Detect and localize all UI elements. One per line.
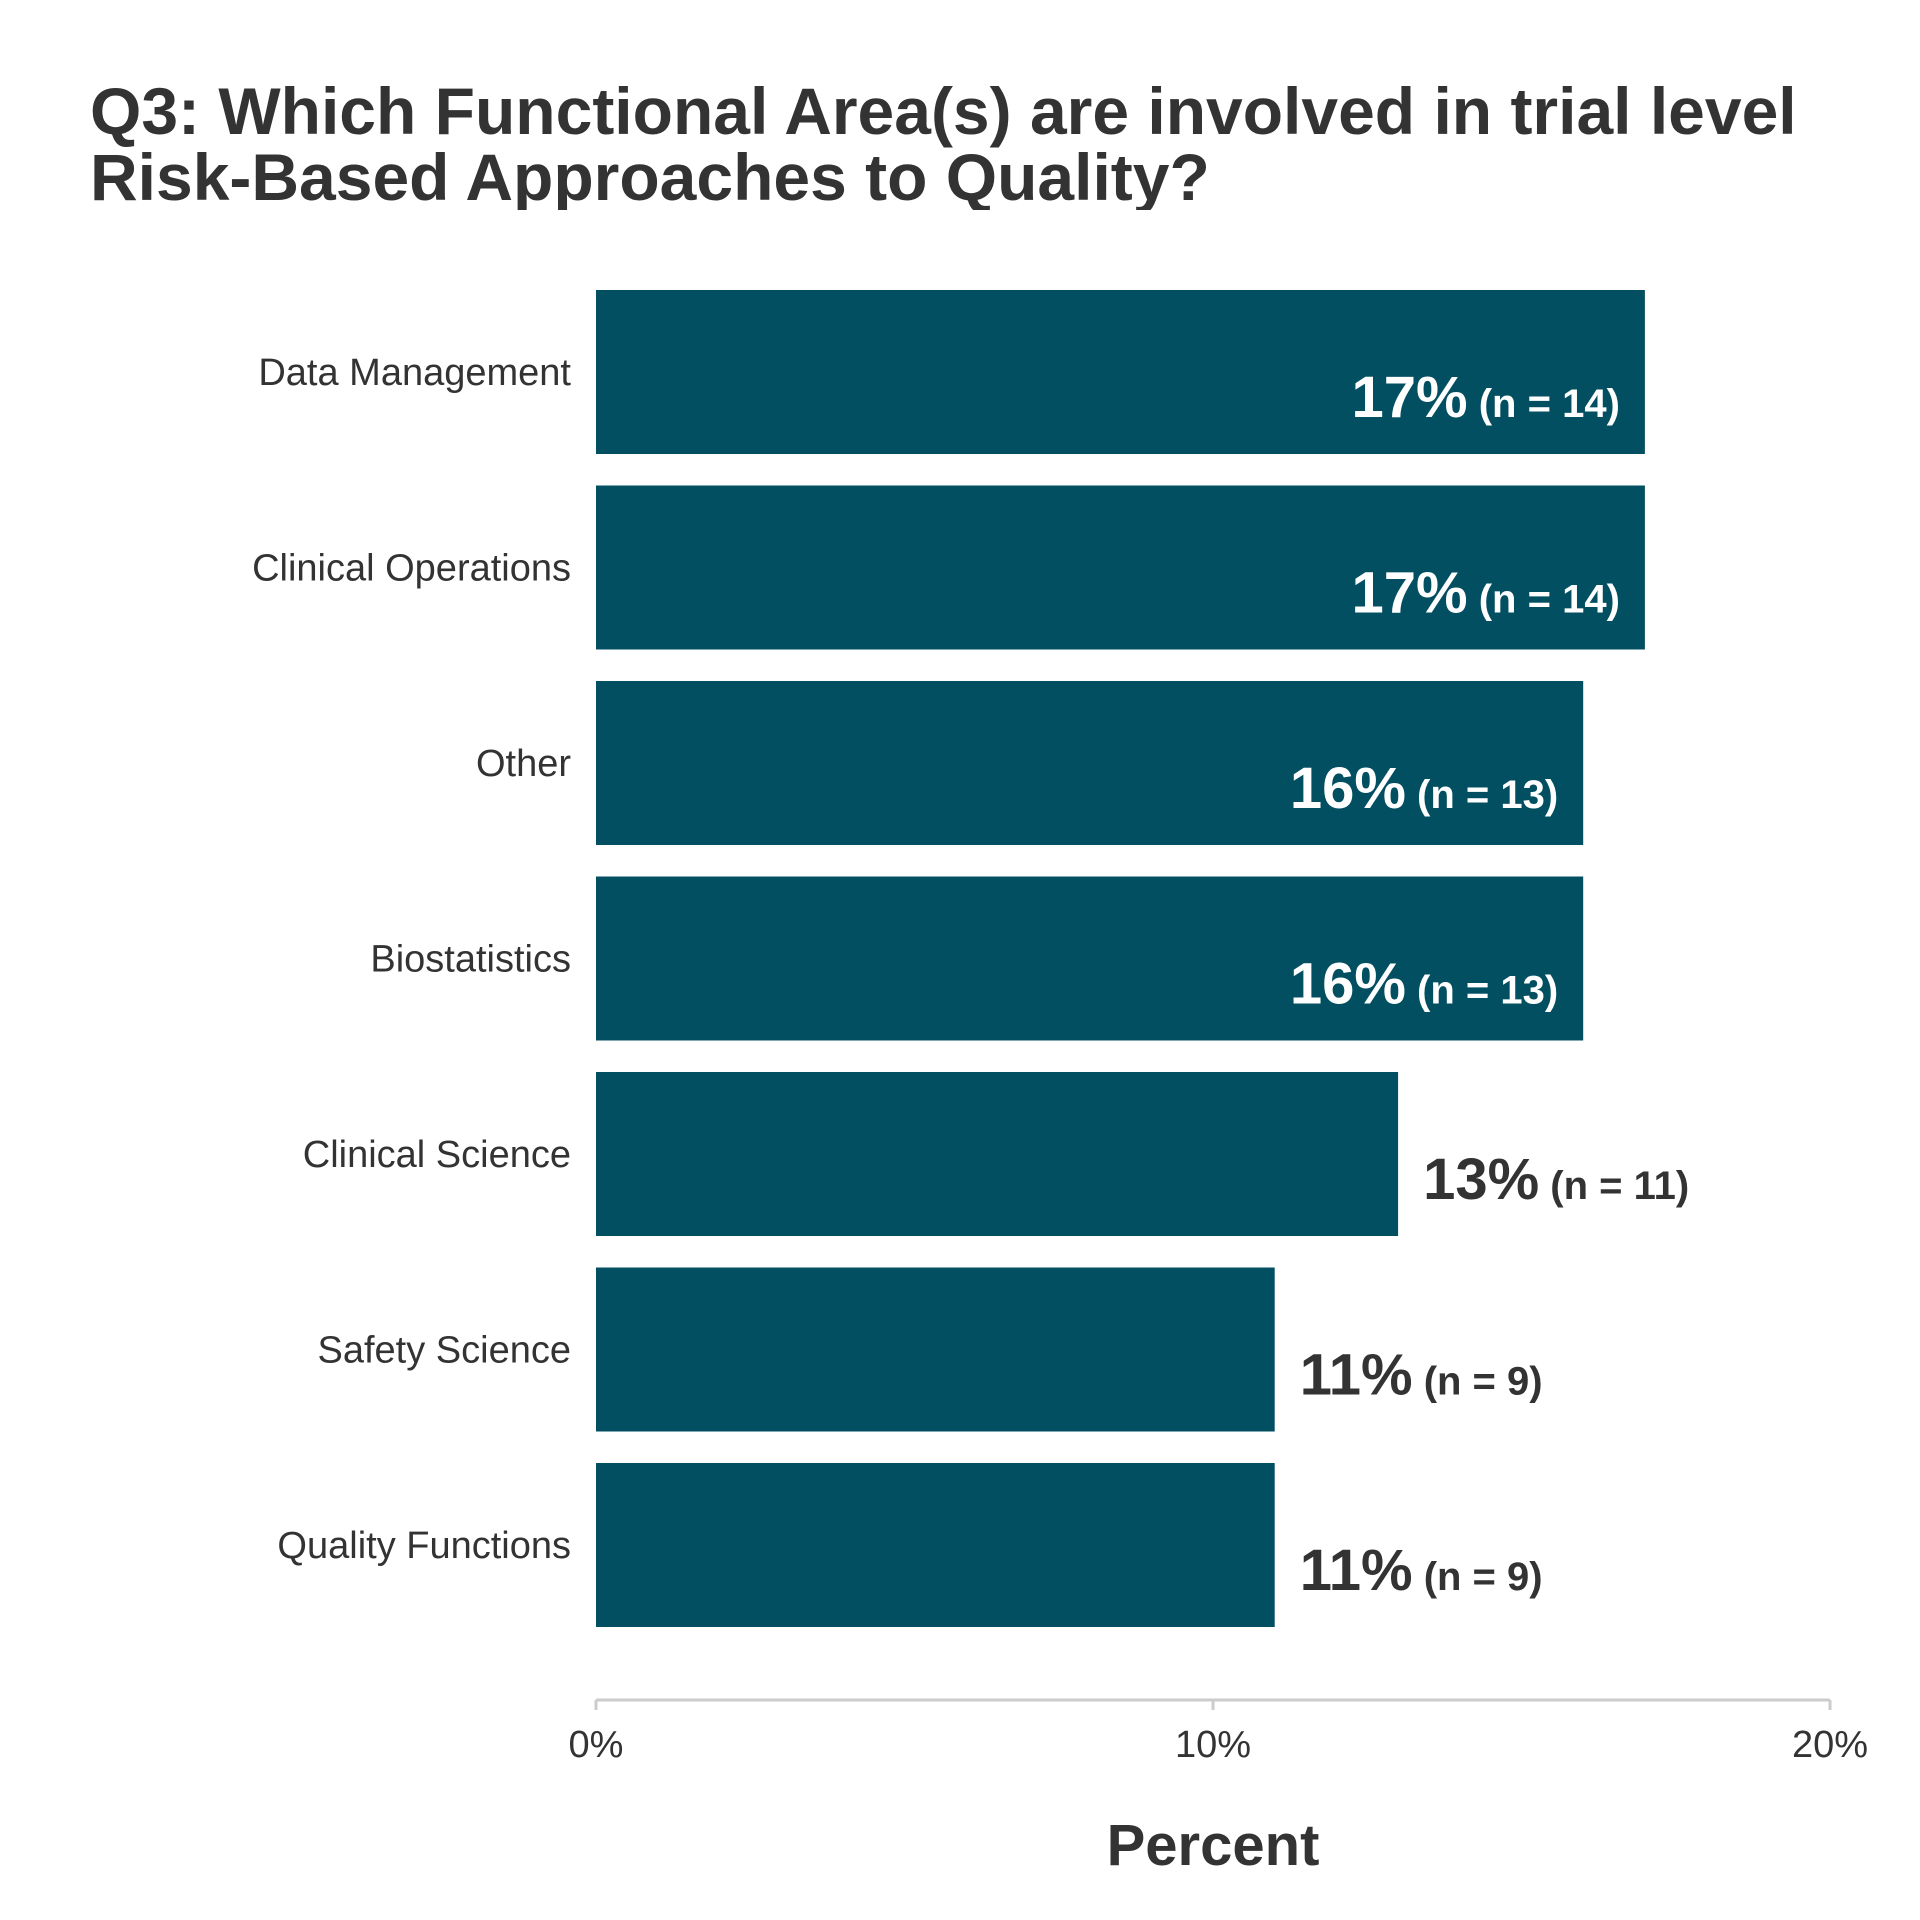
data-label-percent: 13% [1423, 1147, 1539, 1212]
data-label-count: (n = 11) [1539, 1164, 1689, 1208]
data-label-percent: 17% [1352, 561, 1468, 626]
value-labels-layer: 17% (n = 14)17% (n = 14)16% (n = 13)16% … [1290, 365, 1689, 1603]
x-tick-label: 10% [1175, 1724, 1251, 1766]
x-tick-label: 0% [569, 1724, 624, 1766]
category-label: Safety Science [318, 1330, 571, 1372]
data-label: 17% (n = 14) [1352, 365, 1620, 430]
bar [596, 485, 1645, 650]
bar [596, 1267, 1275, 1432]
data-label: 16% (n = 13) [1290, 756, 1558, 821]
data-label-percent: 11% [1300, 1343, 1413, 1408]
data-label-count: (n = 9) [1413, 1555, 1543, 1599]
category-label: Other [476, 743, 571, 785]
x-axis: 0% 10% 20% [569, 1698, 1868, 1766]
category-label: Clinical Science [303, 1134, 571, 1176]
data-label: 11% (n = 9) [1300, 1538, 1543, 1603]
chart-title: Q3: Which Functional Area(s) are involve… [90, 78, 1920, 210]
x-axis-title: Percent [1107, 1813, 1320, 1878]
category-labels-layer: Data Management Clinical Operations Other B… [252, 352, 571, 1567]
category-label: Biostatistics [370, 939, 571, 981]
bar [596, 876, 1584, 1041]
data-label-percent: 17% [1352, 365, 1468, 430]
data-label-percent: 11% [1300, 1538, 1413, 1603]
category-label: Data Management [258, 352, 571, 394]
bar [596, 1072, 1399, 1236]
data-label-percent: 16% [1290, 952, 1406, 1017]
data-label: 16% (n = 13) [1290, 952, 1558, 1017]
bar [596, 1463, 1275, 1627]
data-label-count: (n = 14) [1468, 382, 1620, 426]
bars-layer [596, 290, 1645, 1627]
data-label: 13% (n = 11) [1423, 1147, 1689, 1212]
chart-title-line-2: Risk-Based Approaches to Quality? [90, 140, 1210, 210]
category-label: Quality Functions [277, 1525, 571, 1567]
data-label-count: (n = 13) [1406, 969, 1558, 1013]
bar [596, 290, 1645, 454]
data-label-count: (n = 13) [1406, 773, 1558, 817]
category-label: Clinical Operations [252, 548, 571, 590]
data-label: 11% (n = 9) [1300, 1343, 1543, 1408]
chart-title-line-1: Q3: Which Functional Area(s) are involve… [90, 78, 1797, 148]
bar [596, 681, 1584, 845]
data-label: 17% (n = 14) [1352, 561, 1620, 626]
data-label-count: (n = 14) [1468, 578, 1620, 622]
x-tick-label: 20% [1792, 1724, 1868, 1766]
data-label-count: (n = 9) [1413, 1360, 1543, 1404]
data-label-percent: 16% [1290, 756, 1406, 821]
